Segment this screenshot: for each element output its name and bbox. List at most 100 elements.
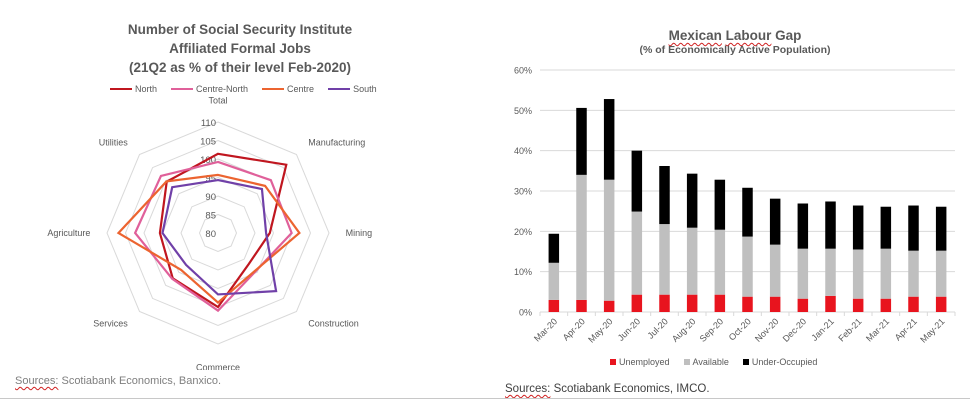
bar-x-tick-label: Mar-20 bbox=[532, 316, 559, 343]
legend-item-south: South bbox=[328, 84, 377, 94]
bar-chart-subtitle: (% of Economically Active Population) bbox=[639, 44, 831, 56]
radar-series-south bbox=[161, 178, 278, 296]
legend-label-north: North bbox=[135, 84, 158, 94]
radar-series-centre bbox=[116, 173, 301, 305]
bar-available-feb-21 bbox=[852, 249, 864, 299]
legend-label-available: Available bbox=[692, 357, 729, 367]
bar-unemployed-mar-20 bbox=[548, 299, 560, 312]
bar-unemployed-may-21 bbox=[935, 296, 947, 312]
bar-available-nov-20 bbox=[769, 244, 781, 297]
radar-grid-ring-85 bbox=[198, 213, 238, 253]
legend-swatch-centre bbox=[262, 87, 285, 91]
bar-x-tick-label: Oct-20 bbox=[727, 316, 753, 342]
bar-legend: Unemployed Available Under-Occupied bbox=[610, 357, 817, 367]
bar-x-tick-label: May-20 bbox=[586, 316, 614, 344]
bar-unemployed-feb-21 bbox=[852, 298, 864, 312]
bar-available-dec-20 bbox=[797, 248, 809, 299]
source-text: Scotiabank Economics, IMCO. bbox=[550, 383, 710, 395]
radar-tick-label: 110 bbox=[201, 118, 216, 129]
bar-available-may-21 bbox=[935, 250, 947, 297]
bottom-divider bbox=[0, 398, 970, 399]
bar-available-mar-21 bbox=[880, 248, 892, 299]
radar-tick-label: 85 bbox=[205, 211, 216, 222]
bar-unemployed-sep-20 bbox=[714, 294, 726, 312]
bar-y-tick-label: 50% bbox=[514, 106, 532, 116]
bar-x-tick-label: Jan-21 bbox=[809, 316, 836, 343]
bar-x-tick-label: Dec-20 bbox=[781, 316, 809, 344]
bar-x-tick-label: Jul-20 bbox=[646, 316, 670, 340]
radar-axis-label-agriculture: Agriculture bbox=[47, 228, 90, 238]
bar-under-occupied-oct-20 bbox=[742, 187, 753, 237]
bar-under-occupied-apr-21 bbox=[908, 205, 919, 251]
radar-grid-ring-95 bbox=[161, 176, 275, 290]
bar-available-may-20 bbox=[603, 179, 615, 301]
source-prefix: Sources: bbox=[505, 383, 551, 395]
bar-unemployed-apr-20 bbox=[576, 299, 587, 312]
radar-axis-label-mining: Mining bbox=[346, 228, 373, 238]
radar-title-line-3: (21Q2 as % of their level Feb-2020) bbox=[128, 60, 352, 75]
radar-grid-ring-90 bbox=[180, 195, 256, 271]
radar-tick-label: 90 bbox=[205, 192, 216, 203]
radar-tick-label: 80 bbox=[205, 229, 216, 240]
radar-title-line-2: Affiliated Formal Jobs bbox=[169, 41, 311, 56]
bar-x-tick-label: Apr-20 bbox=[561, 316, 587, 342]
source-text: Scotiabank Economics, Banxico. bbox=[58, 375, 222, 387]
bar-under-occupied-jan-21 bbox=[825, 201, 836, 249]
bar-available-jun-20 bbox=[631, 211, 643, 295]
legend-swatch-centre-north bbox=[171, 87, 194, 91]
bar-under-occupied-apr-20 bbox=[576, 107, 587, 175]
bar-available-oct-20 bbox=[742, 236, 753, 297]
bar-available-apr-21 bbox=[908, 250, 919, 297]
bar-y-tick-label: 0% bbox=[519, 308, 532, 318]
bar-unemployed-apr-21 bbox=[908, 296, 919, 312]
bar-x-tick-label: Feb-21 bbox=[836, 316, 863, 343]
bar-y-tick-label: 30% bbox=[514, 187, 532, 197]
legend-swatch-unemployed bbox=[610, 359, 616, 365]
radar-tick-label: 95 bbox=[205, 174, 216, 185]
bar-unemployed-may-20 bbox=[603, 300, 615, 312]
radar-axis-label-manufacturing: Manufacturing bbox=[308, 138, 365, 148]
legend-item-under-occupied: Under-Occupied bbox=[742, 357, 817, 367]
bar-unemployed-mar-21 bbox=[880, 298, 892, 312]
bar-x-tick-label: Apr-21 bbox=[893, 316, 919, 342]
radar-series-north bbox=[158, 152, 288, 309]
bar-x-tick-label: Nov-20 bbox=[753, 316, 781, 344]
legend-item-unemployed: Unemployed bbox=[610, 357, 670, 367]
radar-chart-title: Number of Social Security Institute Affi… bbox=[0, 20, 480, 77]
bar-y-tick-label: 10% bbox=[514, 267, 532, 277]
bar-unemployed-aug-20 bbox=[686, 294, 698, 312]
bar-under-occupied-may-20 bbox=[603, 99, 615, 180]
legend-label-south: South bbox=[353, 84, 377, 94]
bar-y-tick-label: 20% bbox=[514, 227, 532, 237]
bar-under-occupied-aug-20 bbox=[686, 173, 698, 228]
bar-under-occupied-dec-20 bbox=[797, 203, 809, 249]
bar-under-occupied-mar-20 bbox=[548, 233, 560, 263]
radar-legend: North Centre-North Centre South bbox=[110, 84, 377, 94]
legend-label-centre: Centre bbox=[287, 84, 315, 94]
legend-item-north: North bbox=[110, 84, 157, 94]
legend-swatch-north bbox=[110, 87, 132, 91]
bar-under-occupied-sep-20 bbox=[714, 179, 726, 230]
bar-available-mar-20 bbox=[548, 262, 560, 300]
bar-unemployed-dec-20 bbox=[797, 298, 809, 312]
bar-y-tick-label: 60% bbox=[514, 66, 532, 76]
radar-source-note: Sources: Scotiabank Economics, Banxico. bbox=[15, 375, 221, 387]
legend-swatch-under-occupied bbox=[742, 359, 749, 365]
bar-unemployed-jul-20 bbox=[659, 294, 670, 312]
radar-tick-label: 100 bbox=[200, 155, 216, 166]
legend-item-available: Available bbox=[683, 357, 729, 367]
bar-x-tick-label: Mar-21 bbox=[864, 316, 891, 343]
legend-swatch-available bbox=[683, 359, 690, 365]
bar-unemployed-oct-20 bbox=[742, 296, 753, 312]
title-word-gap: Gap bbox=[771, 28, 802, 43]
bar-available-apr-20 bbox=[576, 174, 587, 300]
title-word-labour: Labour bbox=[725, 28, 772, 43]
bar-under-occupied-mar-21 bbox=[880, 206, 892, 249]
bar-available-jan-21 bbox=[825, 248, 836, 296]
title-word-mexican: Mexican bbox=[668, 28, 722, 43]
legend-item-centre: Centre bbox=[262, 84, 314, 94]
bar-available-aug-20 bbox=[686, 227, 698, 295]
bar-available-sep-20 bbox=[714, 229, 726, 295]
radar-tick-label: 105 bbox=[200, 137, 216, 148]
legend-item-centre-north: Centre-North bbox=[171, 84, 248, 94]
